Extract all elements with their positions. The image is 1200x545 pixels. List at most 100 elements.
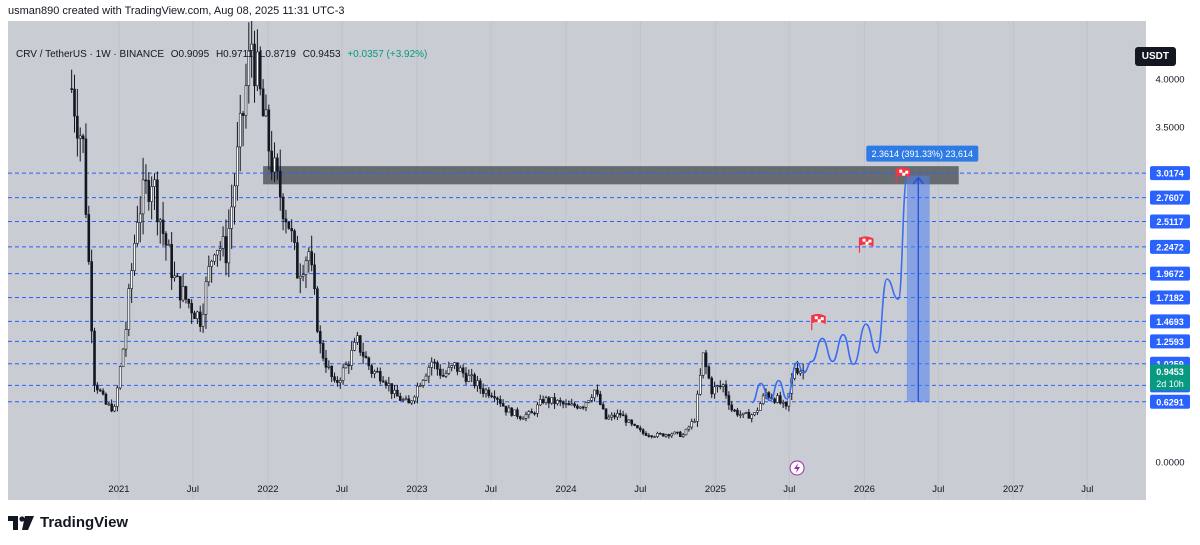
candle-body-4 [81, 135, 85, 140]
candle-body-60 [241, 113, 245, 116]
candle-body-79 [296, 242, 299, 279]
candle-body-223 [707, 366, 711, 379]
candle-body-160 [527, 411, 531, 415]
candle-body-91 [330, 365, 333, 378]
candle-body-224 [710, 377, 714, 395]
candle-body-171 [558, 400, 562, 403]
x-tick-8: 2025 [705, 484, 726, 495]
candle-body-215 [684, 428, 688, 436]
candle-body-218 [693, 421, 696, 423]
candle-body-123 [421, 379, 425, 386]
chart-attribution: usman890 created with TradingView.com, A… [8, 5, 345, 17]
price-chart[interactable]: 3.0174 2.7607 2.5117 2.2472 1.9672 1.7182 1.46… [8, 21, 1192, 500]
candle-body-181 [587, 400, 591, 403]
candle-body-133 [450, 365, 453, 368]
candle-body-88 [321, 343, 325, 359]
candle-body-170 [556, 400, 559, 404]
candle-body-96 [344, 364, 348, 369]
candle-body-210 [670, 433, 674, 437]
candle-body-151 [501, 403, 505, 407]
candle-body-186 [601, 404, 605, 410]
candle-body-217 [690, 421, 694, 428]
x-tick-10: 2026 [854, 484, 875, 495]
candle-body-101 [358, 335, 362, 353]
candle-body-13 [107, 403, 111, 406]
grid-lines [118, 21, 1088, 500]
level-label-10: 0.6291 [1156, 397, 1184, 407]
legend-change: +0.0357 (+3.92%) [347, 49, 428, 60]
x-tick-11: Jul [932, 484, 944, 495]
candle-body-67 [261, 88, 265, 117]
candle-body-196 [630, 419, 634, 425]
candle-body-0 [70, 88, 73, 90]
candle-body-59 [238, 113, 242, 148]
candle-body-220 [699, 374, 702, 395]
candle-body-109 [381, 380, 385, 383]
resistance-zone[interactable] [263, 166, 959, 185]
candle-body-34 [167, 244, 171, 246]
y-tick-0: 4.0000 [1155, 75, 1184, 86]
tradingview-brand: TradingView [40, 514, 129, 531]
measure-label-box [866, 145, 979, 162]
candle-body-211 [673, 431, 676, 435]
x-tick-1: Jul [187, 484, 199, 495]
candle-body-65 [256, 51, 259, 87]
candle-body-83 [307, 251, 311, 262]
candle-body-237 [747, 412, 751, 419]
candle-body-95 [341, 367, 345, 381]
candle-body-246 [773, 398, 776, 403]
candle-body-132 [447, 367, 451, 374]
candle-body-187 [604, 408, 608, 420]
candle-body-41 [187, 299, 191, 304]
tradingview-logo[interactable]: TradingView [8, 514, 128, 531]
level-tag-10 [1150, 394, 1190, 409]
candle-body-49 [210, 260, 213, 267]
candle-body-20 [127, 288, 131, 330]
candle-body-30 [156, 179, 159, 223]
level-tag-7 [1150, 334, 1190, 349]
symbol-name[interactable]: CRV / TetherUS · 1W · BINANCE [16, 49, 164, 60]
legend-high: H0.9711 [215, 49, 254, 60]
currency-badge[interactable]: USDT [1134, 47, 1176, 66]
legend-open: O0.9095 [170, 49, 210, 60]
candle-body-10 [98, 389, 102, 392]
candle-body-138 [464, 372, 468, 382]
level-tag-3 [1150, 239, 1190, 254]
candle-body-75 [284, 218, 288, 223]
candle-body-233 [736, 409, 739, 416]
candle-body-2 [76, 115, 79, 139]
candle-body-112 [390, 383, 393, 394]
candle-body-21 [130, 270, 133, 289]
candle-body-68 [264, 109, 268, 117]
candle-body-36 [173, 275, 176, 279]
candle-body-199 [638, 427, 642, 431]
projection-path[interactable] [751, 178, 908, 404]
target-flag-icon-2 [895, 167, 911, 184]
x-tick-4: 2023 [406, 484, 427, 495]
candle-body-145 [484, 389, 488, 394]
candle-body-114 [396, 389, 399, 397]
candle-body-135 [456, 362, 459, 372]
level-label-8: 1.0259 [1156, 359, 1184, 369]
candle-body-212 [676, 431, 679, 434]
price-axis: 3.0174 2.7607 2.5117 2.2472 1.9672 1.7182 1.46… [1150, 75, 1190, 469]
candle-body-26 [144, 179, 148, 182]
candle-body-131 [444, 373, 448, 377]
candle-body-179 [581, 406, 585, 409]
candle-body-33 [164, 233, 168, 246]
chart-area[interactable]: 3.0174 2.7607 2.5117 2.2472 1.9672 1.7182 1.46… [8, 21, 1192, 500]
x-tick-13: Jul [1081, 484, 1093, 495]
candle-body-118 [407, 398, 411, 404]
candle-body-39 [181, 286, 185, 301]
candle-body-97 [347, 364, 351, 367]
lightning-icon[interactable] [789, 460, 805, 476]
candle-body-230 [727, 395, 731, 406]
candle-body-38 [178, 276, 182, 301]
candle-body-149 [496, 397, 499, 400]
candle-body-3 [78, 135, 82, 139]
candle-body-113 [393, 389, 396, 394]
measure-arrow-head [912, 176, 924, 185]
candle-body-81 [301, 274, 305, 277]
candle-body-32 [161, 219, 165, 234]
candle-body-194 [624, 415, 628, 423]
